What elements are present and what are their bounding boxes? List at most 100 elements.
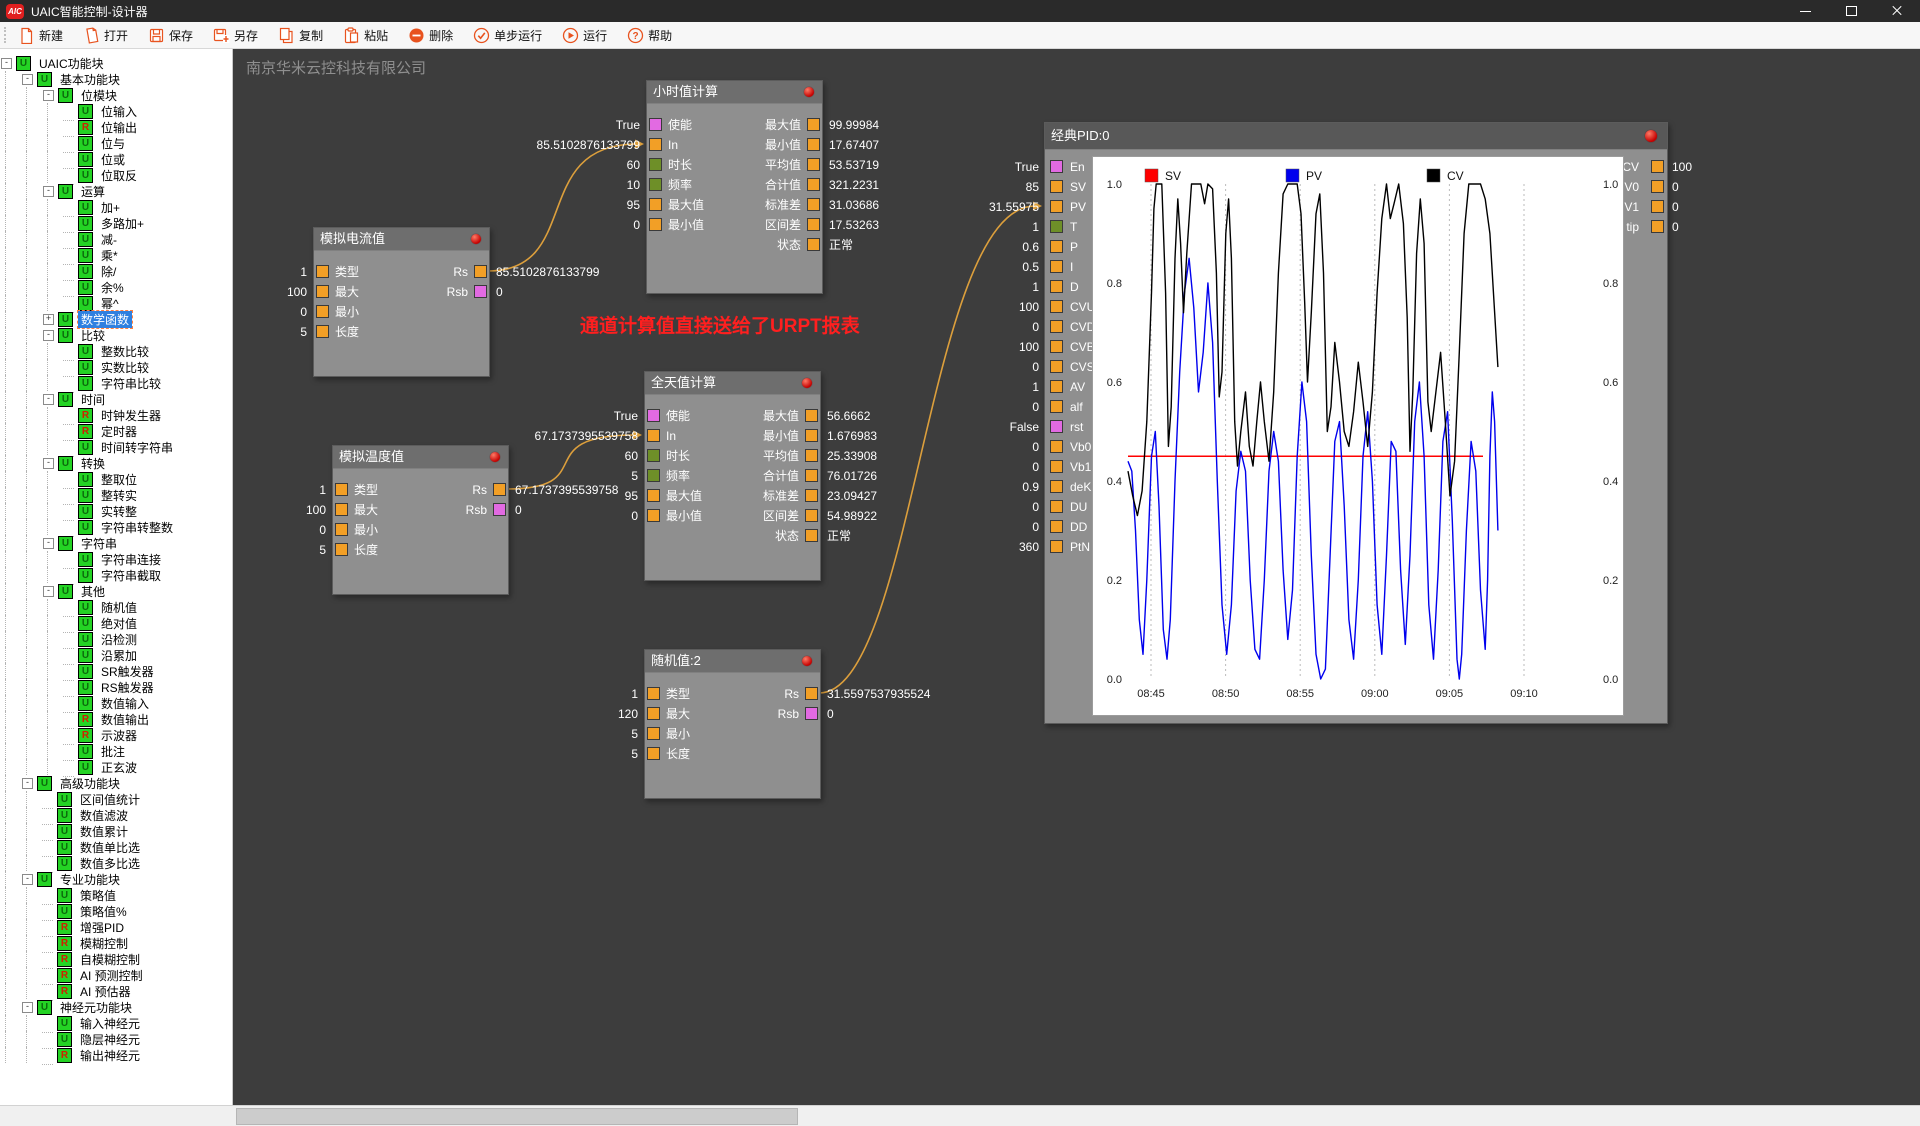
tree-item[interactable]: U策略值%: [0, 903, 232, 919]
output-port-square[interactable]: [805, 449, 818, 462]
tree-item-label[interactable]: 输入神经元: [77, 1015, 143, 1032]
tree-item-label[interactable]: 隐层神经元: [77, 1031, 143, 1048]
input-port-square[interactable]: [647, 707, 660, 720]
toolbar-new-button[interactable]: 新建: [16, 25, 65, 46]
input-value[interactable]: 0: [319, 522, 326, 538]
tree-item[interactable]: RAI 预估器: [0, 983, 232, 999]
tree-item[interactable]: -U字符串: [0, 535, 232, 551]
tree-item-label[interactable]: 正玄波: [98, 759, 140, 776]
input-value[interactable]: 0: [633, 217, 640, 233]
tree-item[interactable]: R位输出: [0, 119, 232, 135]
tree-item[interactable]: R模糊控制: [0, 935, 232, 951]
tree-item[interactable]: U位取反: [0, 167, 232, 183]
tree-item[interactable]: R增强PID: [0, 919, 232, 935]
maximize-button[interactable]: [1828, 0, 1874, 22]
tree-item-label[interactable]: 数值单比选: [77, 839, 143, 856]
tree-item-label[interactable]: AI 预估器: [77, 983, 134, 1000]
tree-item-label[interactable]: 随机值: [98, 599, 140, 616]
pid-param-value[interactable]: 0: [1032, 499, 1039, 515]
input-value[interactable]: 5: [631, 746, 638, 762]
function-block-tree[interactable]: -UUAIC功能块-U基本功能块-U位模块U位输入R位输出U位与U位或U位取反-…: [0, 49, 233, 1106]
tree-item[interactable]: U随机值: [0, 599, 232, 615]
tree-item-label[interactable]: 字符串截取: [98, 567, 164, 584]
tree-item[interactable]: U绝对值: [0, 615, 232, 631]
tree-item[interactable]: R时钟发生器: [0, 407, 232, 423]
pid-output-square[interactable]: [1651, 180, 1664, 193]
tree-item-label[interactable]: 字符串比较: [98, 375, 164, 392]
tree-item[interactable]: U实数比较: [0, 359, 232, 375]
tree-item[interactable]: -U转换: [0, 455, 232, 471]
input-value[interactable]: 1: [300, 264, 307, 280]
tree-item[interactable]: U输入神经元: [0, 1015, 232, 1031]
input-value[interactable]: 5: [300, 324, 307, 340]
tree-item-label[interactable]: 整数比较: [98, 343, 152, 360]
input-port-square[interactable]: [335, 523, 348, 536]
tree-item-label[interactable]: UAIC功能块: [36, 55, 107, 72]
close-button[interactable]: [1874, 0, 1920, 22]
tree-item[interactable]: U批注: [0, 743, 232, 759]
input-value[interactable]: True: [614, 408, 638, 424]
node-random-2[interactable]: 随机值:2类型1最大120最小5长度5Rs31.5597537935524Rsb…: [644, 649, 821, 799]
pid-param-value[interactable]: 100: [1019, 339, 1039, 355]
toolbar-paste-button[interactable]: 粘贴: [341, 25, 390, 46]
node-sim-current[interactable]: 模拟电流值类型1最大100最小0长度5Rs85.5102876133799Rsb…: [313, 227, 490, 377]
output-port-square[interactable]: [805, 529, 818, 542]
tree-item-label[interactable]: 策略值%: [77, 903, 130, 920]
tree-item[interactable]: -U神经元功能块: [0, 999, 232, 1015]
tree-item[interactable]: -U高级功能块: [0, 775, 232, 791]
pid-param-value[interactable]: 0.6: [1022, 239, 1039, 255]
tree-item[interactable]: U加+: [0, 199, 232, 215]
tree-item[interactable]: URS触发器: [0, 679, 232, 695]
pid-param-value[interactable]: 0: [1032, 319, 1039, 335]
input-port-square[interactable]: [335, 503, 348, 516]
tree-item-label[interactable]: 转换: [78, 455, 108, 472]
output-port-square[interactable]: [805, 409, 818, 422]
pid-param-value[interactable]: 100: [1019, 299, 1039, 315]
tree-item[interactable]: -U运算: [0, 183, 232, 199]
tree-item[interactable]: RAI 预测控制: [0, 967, 232, 983]
output-port-square[interactable]: [805, 489, 818, 502]
tree-item-label[interactable]: 加+: [98, 199, 123, 216]
pid-param-value[interactable]: 0: [1032, 519, 1039, 535]
tree-item[interactable]: U沿累加: [0, 647, 232, 663]
design-canvas[interactable]: 南京华米云控科技有限公司 通道计算值直接送给了URPT报表 模拟电流值类型1最大…: [234, 49, 1920, 1106]
horizontal-scrollbar[interactable]: [0, 1105, 1920, 1126]
pid-input-square[interactable]: [1050, 160, 1063, 173]
pid-input-square[interactable]: [1050, 480, 1063, 493]
input-port-square[interactable]: [649, 178, 662, 191]
tree-expander-expanded[interactable]: -: [22, 1002, 33, 1013]
tree-item[interactable]: R输出神经元: [0, 1047, 232, 1063]
tree-item-label[interactable]: 示波器: [98, 727, 140, 744]
tree-expander-expanded[interactable]: -: [43, 458, 54, 469]
pid-input-square[interactable]: [1050, 400, 1063, 413]
pid-param-value[interactable]: 1: [1032, 279, 1039, 295]
tree-item-label[interactable]: 数值输入: [98, 695, 152, 712]
tree-item-label[interactable]: 绝对值: [98, 615, 140, 632]
node-day-calc[interactable]: 全天值计算使能TrueIn67.1737395539758时长60频率5最大值9…: [644, 371, 821, 581]
tree-item-label[interactable]: 字符串: [78, 535, 120, 552]
pid-input-square[interactable]: [1050, 380, 1063, 393]
input-value[interactable]: 95: [627, 197, 640, 213]
input-port-square[interactable]: [647, 469, 660, 482]
input-value[interactable]: 1: [319, 482, 326, 498]
toolbar-delete-button[interactable]: 删除: [406, 25, 455, 46]
tree-item-label[interactable]: 字符串转整数: [98, 519, 176, 536]
toolbar-grip[interactable]: [4, 27, 8, 43]
tree-expander-expanded[interactable]: -: [22, 778, 33, 789]
tree-item[interactable]: U除/: [0, 263, 232, 279]
pid-output-square[interactable]: [1651, 220, 1664, 233]
pid-input-square[interactable]: [1050, 360, 1063, 373]
pid-input-square[interactable]: [1050, 260, 1063, 273]
tree-item-label[interactable]: 神经元功能块: [57, 999, 135, 1016]
tree-expander-expanded[interactable]: -: [22, 874, 33, 885]
tree-item-label[interactable]: 除/: [98, 263, 119, 280]
pid-param-value[interactable]: 360: [1019, 539, 1039, 555]
tree-item[interactable]: U数值滤波: [0, 807, 232, 823]
tree-item[interactable]: U实转整: [0, 503, 232, 519]
input-value[interactable]: 1: [631, 686, 638, 702]
tree-item[interactable]: U整转实: [0, 487, 232, 503]
tree-item-label[interactable]: 数值多比选: [77, 855, 143, 872]
tree-item[interactable]: U时间转字符串: [0, 439, 232, 455]
toolbar-save-button[interactable]: 保存: [146, 25, 195, 46]
node-header[interactable]: 小时值计算: [647, 81, 822, 104]
